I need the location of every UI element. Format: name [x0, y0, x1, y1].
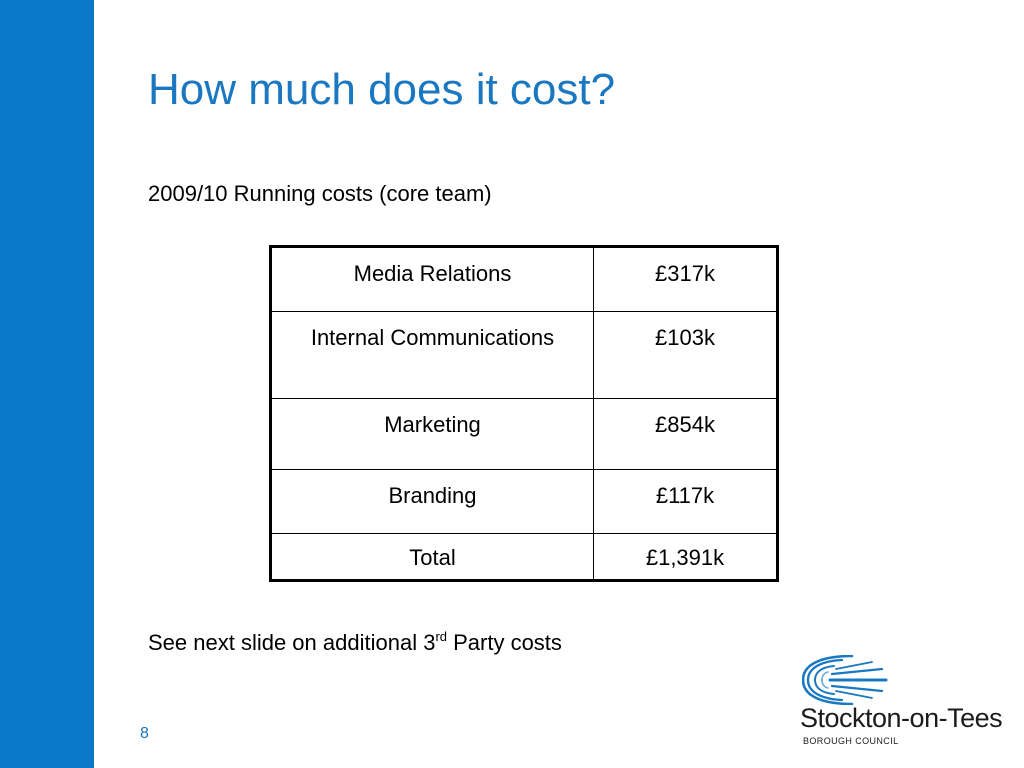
- footnote-text-end: Party costs: [447, 630, 562, 655]
- row-label: Total: [270, 533, 594, 581]
- row-label: Media Relations: [270, 246, 594, 312]
- page-number: 8: [140, 725, 149, 742]
- footnote-superscript: rd: [435, 629, 447, 644]
- row-value: £117k: [593, 469, 778, 534]
- row-label: Marketing: [270, 398, 594, 470]
- table-row: Branding £117k: [270, 469, 778, 534]
- row-value: £103k: [593, 311, 778, 399]
- row-value: £317k: [593, 246, 778, 312]
- concentric-arcs-icon: [802, 655, 888, 705]
- left-accent-bar: [0, 0, 94, 768]
- council-logo: Stockton-on-Tees BOROUGH COUNCIL: [800, 655, 1005, 755]
- table-row: Internal Communications £103k: [270, 311, 778, 399]
- slide-title: How much does it cost?: [148, 65, 616, 114]
- table-row-total: Total £1,391k: [270, 533, 778, 581]
- row-value: £854k: [593, 398, 778, 470]
- logo-name: Stockton-on-Tees: [800, 703, 1003, 733]
- cost-table: Media Relations £317k Internal Communica…: [269, 245, 779, 582]
- row-label: Internal Communications: [270, 311, 594, 399]
- table-row: Media Relations £317k: [270, 246, 778, 312]
- row-value: £1,391k: [593, 533, 778, 581]
- footnote-text: See next slide on additional 3: [148, 630, 436, 655]
- slide-subtitle: 2009/10 Running costs (core team): [148, 181, 492, 206]
- table-row: Marketing £854k: [270, 398, 778, 470]
- logo-subtitle: BOROUGH COUNCIL: [803, 736, 899, 746]
- row-label: Branding: [270, 469, 594, 534]
- footnote: See next slide on additional 3rd Party c…: [148, 630, 562, 656]
